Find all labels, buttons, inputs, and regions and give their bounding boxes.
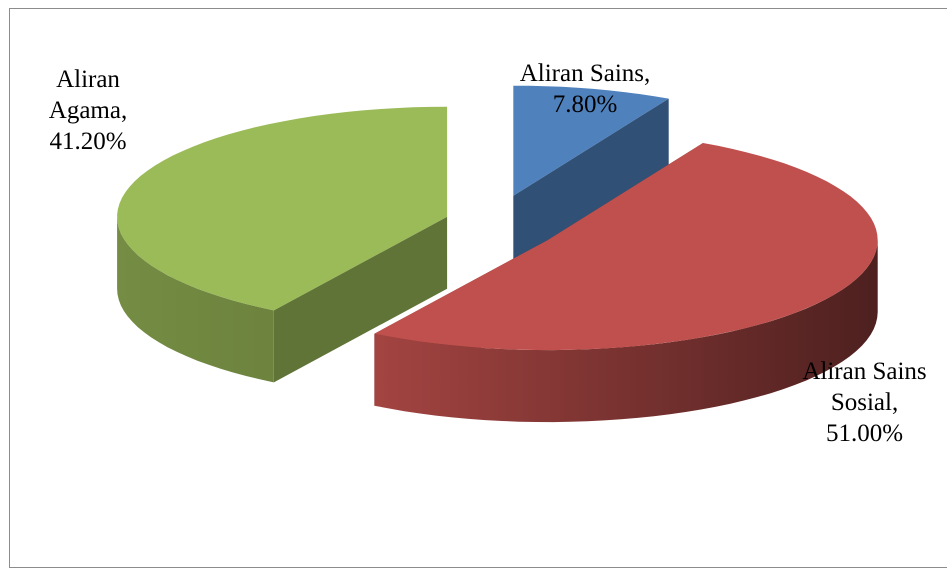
category-label: Aliran Sains [519, 60, 645, 87]
category-label: Aliran Agama [48, 66, 121, 124]
slice-side [273, 216, 448, 383]
value-label: 51.00% [825, 420, 904, 447]
chart [117, 85, 878, 423]
pie-slice [117, 106, 448, 311]
separator: , [891, 389, 899, 416]
value-label: 7.80% [552, 91, 618, 118]
category-label: Aliran Sains Sosial [802, 358, 927, 416]
data-label: Aliran Agama, 41.20% [28, 64, 148, 157]
data-label: Aliran Sains Sosial, 51.00% [782, 356, 947, 449]
value-label: 41.20% [49, 128, 127, 155]
slice-side [513, 98, 669, 268]
slice-wall [117, 216, 274, 383]
separator: , [644, 60, 651, 87]
data-label: Aliran Sains, 7.80% [490, 58, 680, 120]
page: Aliran Sains, 7.80% Aliran Sains Sosial, 5… [9, 8, 947, 568]
pie-slice [374, 143, 878, 351]
pie-slice [513, 85, 669, 196]
separator: , [120, 97, 128, 124]
slice-wall [374, 240, 878, 423]
